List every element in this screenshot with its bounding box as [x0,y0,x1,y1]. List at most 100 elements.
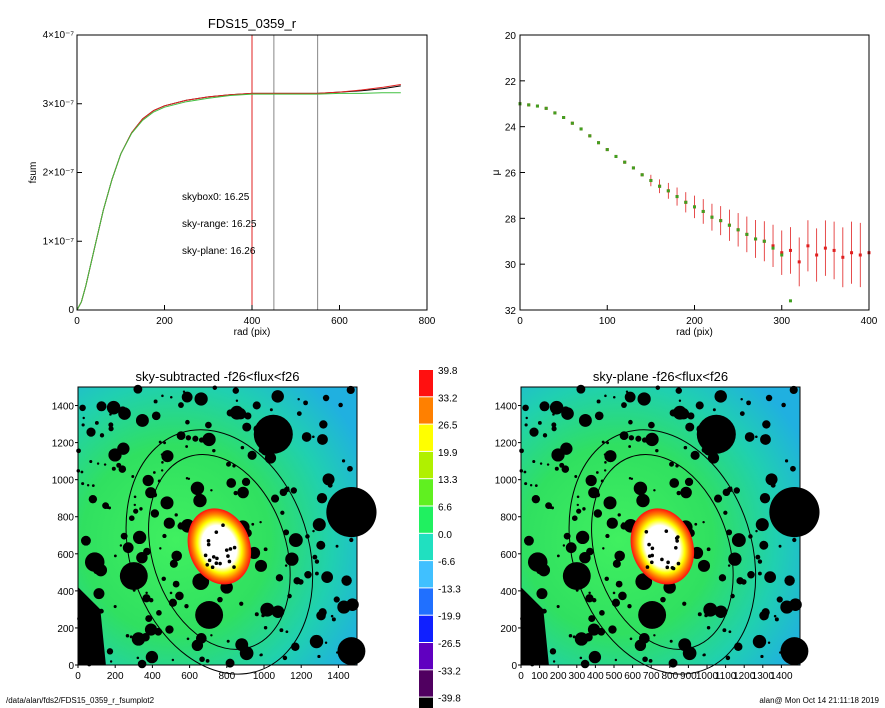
skyplane-masked-source [565,542,577,554]
fsum-y-axis-label: fsum [28,162,39,184]
skyplane-masked-source [611,598,621,607]
skyplane-x-tick-label: 1200 [733,671,756,682]
skyplane-core-source [650,546,655,551]
colorbar-swatch [419,424,433,451]
skyplane-masked-source [568,634,573,638]
skyplane-masked-source [614,550,625,562]
mu-point [841,255,845,259]
skysub-masked-source [212,385,218,390]
skysub-masked-source [232,387,239,394]
colorbar-label: 39.8 [438,366,458,377]
skysub-masked-source [165,625,174,634]
skysub-masked-source [86,427,96,437]
skysub-masked-source [284,564,288,567]
skysub-masked-source [346,598,359,612]
skyplane-masked-source [755,554,761,560]
mu-point [754,237,758,241]
skyplane-masked-source [652,439,658,445]
skyplane-masked-source [576,503,580,507]
skyplane-masked-source [765,394,773,402]
skysub-x-tick-label: 200 [107,671,124,682]
skysub-masked-source [327,482,333,488]
skysub-masked-source [156,610,162,616]
skysub-masked-source [136,656,140,660]
skyplane-masked-source [733,487,740,494]
skysub-masked-source [118,407,131,420]
skysub-masked-star [84,552,105,572]
skyplane-masked-source [522,404,529,412]
skysub-masked-source [333,596,340,603]
skyplane-masked-source [747,570,755,579]
skyplane-masked-source [561,407,574,420]
skysub-masked-source [317,654,321,659]
skyplane-masked-source [604,576,609,582]
skysub-masked-source [161,461,164,464]
skysub-core-source [206,539,211,543]
mu-point [640,173,644,177]
skysub-masked-source [235,399,239,402]
skysub-masked-source [150,509,160,518]
skysub-y-tick-label: 800 [57,513,74,524]
skyplane-masked-source [603,453,607,456]
mu-y-tick-label: 26 [505,169,517,180]
mu-point [675,195,679,199]
skysub-masked-source [144,415,147,418]
skyplane-x-tick-label: 900 [680,671,697,682]
skysub-masked-source [269,408,273,412]
mu-point [806,244,810,248]
skysub-masked-source [316,493,328,504]
skysub-masked-source [160,496,174,510]
skyplane-masked-source [755,529,758,533]
skyplane-masked-star [769,486,820,538]
skysub-masked-source [205,421,212,429]
skyplane-masked-source [685,422,695,432]
colorbar-label: 0.0 [438,530,452,541]
skyplane-galaxy-core [630,508,695,585]
skyplane-masked-source [561,465,570,473]
skysub-masked-source [108,426,114,432]
skyplane-masked-source [556,604,560,609]
skysub-masked-source [341,575,352,586]
mu-point [553,111,557,115]
skyplane-title: sky-plane -f26<flux<f26 [593,369,728,384]
skysub-masked-source [210,489,213,492]
skyplane-masked-source [690,450,700,460]
skyplane-x-tick-label: 500 [606,671,623,682]
skysub-core-source [210,565,215,570]
skyplane-x-tick-label: 700 [643,671,660,682]
fsum-x-tick-label: 0 [74,316,80,327]
skyplane-masked-source [534,484,538,488]
skyplane-masked-source [593,509,603,518]
skyplane-masked-source [537,421,542,425]
skysub-masked-source [312,518,326,532]
skysub-masked-source [291,642,300,652]
skysub-masked-source [198,484,203,490]
skysub-masked-source [288,533,303,548]
skyplane-masked-source [746,400,751,406]
mu-point [727,223,731,227]
skyplane-core-source [676,561,681,566]
skyplane-masked-source [612,591,616,595]
skyplane-masked-source [575,530,590,545]
skysub-masked-source [163,517,175,529]
skyplane-core-source [660,557,664,562]
skysub-masked-source [178,522,182,526]
skysub-masked-source [254,612,259,617]
skysub-masked-source [194,392,208,406]
skysub-x-tick-label: 0 [75,671,81,682]
colorbar-swatch [419,479,433,506]
skysub-masked-source [118,465,127,473]
skyplane-core-source [674,545,678,550]
skysub-masked-source [143,547,151,556]
mu-point [701,209,705,213]
skyplane-masked-source [617,513,621,517]
skysub-masked-source [322,394,330,402]
skysub-masked-source [239,601,244,606]
skyplane-masked-source [789,598,802,612]
skyplane-y-tick-label: 600 [500,550,517,561]
mu-y-tick-label: 32 [505,306,517,317]
footer-path: /data/alan/fds2/FDS15_0359_r_fsumplot2 [6,696,155,705]
skysub-masked-source [212,448,216,453]
skysub-masked-source [181,391,193,403]
